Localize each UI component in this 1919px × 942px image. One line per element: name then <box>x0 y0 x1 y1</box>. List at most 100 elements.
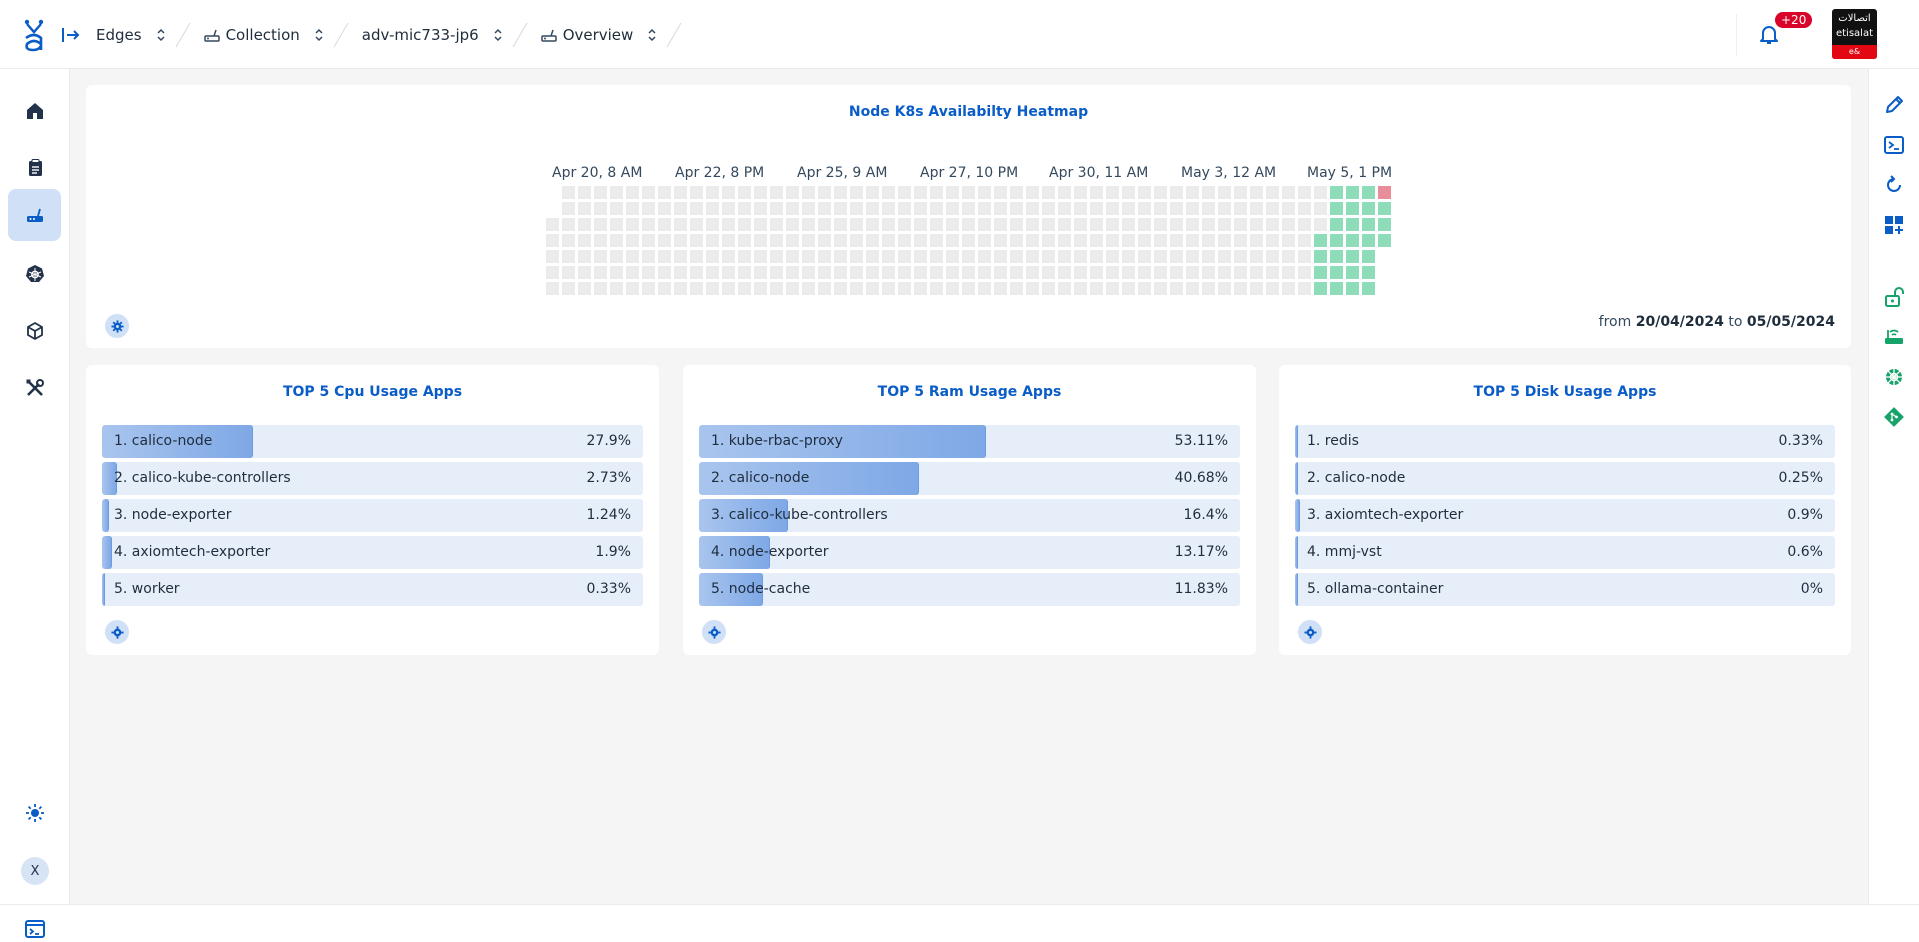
heatmap-cell[interactable] <box>706 186 719 199</box>
heatmap-cell[interactable] <box>818 186 831 199</box>
heatmap-cell[interactable] <box>1266 282 1279 295</box>
heatmap-cell[interactable] <box>706 234 719 247</box>
heatmap-cell[interactable] <box>786 202 799 215</box>
heatmap-cell[interactable] <box>946 202 959 215</box>
heatmap-cell[interactable] <box>1042 234 1055 247</box>
heatmap-cell[interactable] <box>1010 202 1023 215</box>
heatmap-cell[interactable] <box>562 186 575 199</box>
heatmap-cell[interactable] <box>1218 218 1231 231</box>
heatmap-cell[interactable] <box>738 250 751 263</box>
heatmap-cell[interactable] <box>786 186 799 199</box>
heatmap-cell[interactable] <box>674 202 687 215</box>
device-network-button[interactable] <box>1880 322 1908 350</box>
heatmap-cell[interactable] <box>642 266 655 279</box>
cpu-settings-button[interactable] <box>105 620 129 644</box>
heatmap-cell[interactable] <box>1154 218 1167 231</box>
notifications[interactable]: +20 <box>1736 12 1813 56</box>
heatmap-cell[interactable] <box>1378 202 1391 215</box>
heatmap-cell[interactable] <box>1010 186 1023 199</box>
heatmap-cell[interactable] <box>1074 218 1087 231</box>
heatmap-cell[interactable] <box>802 266 815 279</box>
heatmap-cell[interactable] <box>1058 266 1071 279</box>
heatmap-cell[interactable] <box>578 202 591 215</box>
heatmap-cell[interactable] <box>1074 186 1087 199</box>
heatmap-cell[interactable] <box>930 282 943 295</box>
helm-button[interactable] <box>1880 363 1908 391</box>
breadcrumb-overview[interactable]: Overview <box>540 0 696 69</box>
heatmap-cell[interactable] <box>1026 266 1039 279</box>
heatmap-cell[interactable] <box>1170 282 1183 295</box>
heatmap-cell[interactable] <box>562 218 575 231</box>
heatmap-cell[interactable] <box>898 234 911 247</box>
heatmap-cell[interactable] <box>1298 250 1311 263</box>
heatmap-cell[interactable] <box>1154 202 1167 215</box>
heatmap-cell[interactable] <box>546 250 559 263</box>
heatmap-cell[interactable] <box>706 282 719 295</box>
heatmap-cell[interactable] <box>722 202 735 215</box>
heatmap-cell[interactable] <box>738 218 751 231</box>
heatmap-cell[interactable] <box>1346 234 1359 247</box>
heatmap-cell[interactable] <box>610 234 623 247</box>
heatmap-cell[interactable] <box>850 234 863 247</box>
heatmap-cell[interactable] <box>978 250 991 263</box>
heatmap-cell[interactable] <box>1234 234 1247 247</box>
heatmap-cell[interactable] <box>674 218 687 231</box>
heatmap-cell[interactable] <box>946 186 959 199</box>
heatmap-cell[interactable] <box>1250 218 1263 231</box>
heatmap-cell[interactable] <box>850 266 863 279</box>
heatmap-cell[interactable] <box>1010 250 1023 263</box>
sidebar-item-home[interactable] <box>8 85 61 137</box>
heatmap-cell[interactable] <box>994 266 1007 279</box>
heatmap-cell[interactable] <box>754 218 767 231</box>
heatmap-cell[interactable] <box>706 266 719 279</box>
heatmap-cell[interactable] <box>1106 266 1119 279</box>
heatmap-cell[interactable] <box>802 202 815 215</box>
heatmap-cell[interactable] <box>1282 282 1295 295</box>
heatmap-cell[interactable] <box>1202 266 1215 279</box>
unlock-button[interactable] <box>1880 283 1908 311</box>
heatmap-cell[interactable] <box>1154 186 1167 199</box>
heatmap-cell[interactable] <box>1282 250 1295 263</box>
heatmap-cell[interactable] <box>1218 250 1231 263</box>
heatmap-cell[interactable] <box>1186 218 1199 231</box>
heatmap-cell[interactable] <box>1234 282 1247 295</box>
heatmap-cell[interactable] <box>1138 282 1151 295</box>
heatmap-cell[interactable] <box>578 250 591 263</box>
heatmap-cell[interactable] <box>642 218 655 231</box>
heatmap-cell[interactable] <box>930 250 943 263</box>
heatmap-cell[interactable] <box>1298 186 1311 199</box>
heatmap-cell[interactable] <box>1346 266 1359 279</box>
heatmap-cell[interactable] <box>802 282 815 295</box>
heatmap-cell[interactable] <box>1266 218 1279 231</box>
heatmap-cell[interactable] <box>818 250 831 263</box>
heatmap-cell[interactable] <box>594 202 607 215</box>
heatmap-cell[interactable] <box>1058 202 1071 215</box>
heatmap-cell[interactable] <box>834 282 847 295</box>
heatmap-cell[interactable] <box>1330 202 1343 215</box>
heatmap-cell[interactable] <box>914 202 927 215</box>
heatmap-cell[interactable] <box>594 282 607 295</box>
heatmap-cell[interactable] <box>626 250 639 263</box>
heatmap-cell[interactable] <box>578 266 591 279</box>
heatmap-cell[interactable] <box>1170 266 1183 279</box>
heatmap-cell[interactable] <box>690 234 703 247</box>
heatmap-cell[interactable] <box>1170 202 1183 215</box>
heatmap-cell[interactable] <box>594 218 607 231</box>
heatmap-cell[interactable] <box>978 266 991 279</box>
heatmap-cell[interactable] <box>546 282 559 295</box>
heatmap-cell[interactable] <box>834 234 847 247</box>
heatmap-cell[interactable] <box>626 218 639 231</box>
heatmap-cell[interactable] <box>1074 234 1087 247</box>
heatmap-cell[interactable] <box>1058 186 1071 199</box>
heatmap-cell[interactable] <box>898 250 911 263</box>
heatmap-cell[interactable] <box>1362 202 1375 215</box>
heatmap-cell[interactable] <box>1106 186 1119 199</box>
heatmap-cell[interactable] <box>962 266 975 279</box>
heatmap-cell[interactable] <box>594 266 607 279</box>
heatmap-cell[interactable] <box>642 202 655 215</box>
heatmap-cell[interactable] <box>1090 266 1103 279</box>
heatmap-cell[interactable] <box>1042 250 1055 263</box>
ram-settings-button[interactable] <box>702 620 726 644</box>
heatmap-cell[interactable] <box>994 218 1007 231</box>
heatmap-cell[interactable] <box>546 234 559 247</box>
